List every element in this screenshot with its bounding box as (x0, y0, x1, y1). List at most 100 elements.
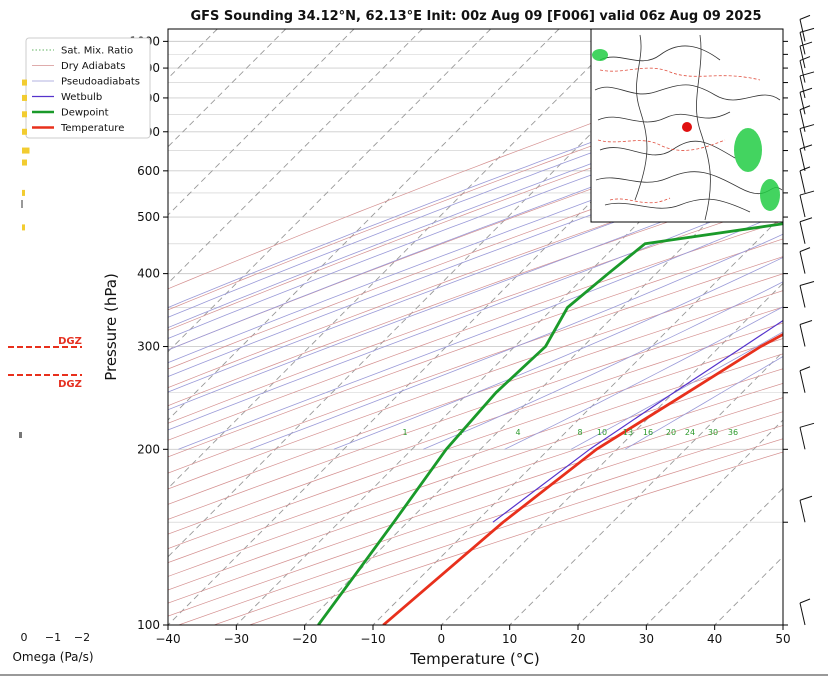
dry-adiabat (168, 382, 783, 591)
inset-isotherm (597, 139, 726, 151)
wind-barb-flag (799, 598, 811, 604)
dry-adiabat (168, 238, 783, 458)
omega-bar (19, 432, 22, 438)
x-tick-label: −20 (292, 632, 317, 646)
inset-contour (597, 111, 731, 123)
y-tick-label: 100 (137, 618, 160, 632)
wind-barb-staff (799, 602, 806, 626)
isotherm-line (509, 351, 783, 625)
wind-barb-flag (799, 247, 811, 253)
inset-map-contours (592, 34, 783, 221)
x-tick-label: −30 (224, 632, 249, 646)
x-axis-label: Temperature (°C) (409, 650, 539, 668)
wind-barb-staff (799, 370, 806, 393)
dry-adiabat (168, 290, 783, 505)
mixing-ratio-label: 20 (666, 428, 676, 437)
isotherm-line (168, 29, 355, 216)
legend-entry: Temperature (60, 123, 124, 134)
wind-barb (783, 124, 815, 152)
wind-barb-flag (799, 56, 811, 62)
isotherm-line (168, 29, 628, 489)
sounding-profiles (317, 222, 783, 625)
wind-barb-staff (799, 285, 806, 308)
inset-precip (592, 49, 608, 61)
plot-border (167, 28, 784, 626)
wind-barb-flag (799, 144, 813, 150)
dry-adiabat (168, 368, 783, 577)
mixing-ratio-label: 36 (728, 428, 738, 437)
mixing-ratio-line (793, 29, 828, 171)
inset-map (590, 28, 784, 223)
isotherm-line (168, 29, 423, 284)
wind-barb-staff (799, 500, 806, 523)
wind-barb-staff (799, 170, 806, 194)
surface-annotations: 85F22FDGZDGZ (8, 336, 82, 390)
omega-bar (22, 159, 27, 166)
isotherm-line (168, 29, 492, 353)
omega-tick-label: −1 (45, 631, 61, 644)
isotherm-line (782, 624, 783, 625)
mixing-ratio-label: 30 (708, 428, 718, 437)
omega-bar (22, 111, 27, 118)
inset-precip (734, 128, 762, 172)
dry-adiabat (168, 201, 783, 424)
wind-barb (783, 71, 815, 99)
inset-contour (599, 45, 721, 62)
inset-precip (760, 179, 780, 211)
inset-isotherm (609, 197, 671, 204)
legend: Sat. Mix. Ratio Dry Adiabats Pseudoadiabat… (25, 37, 151, 139)
omega-panel: 0 −1 −2 Omega (Pa/s) (0, 79, 828, 676)
y-tick-label: 500 (137, 210, 160, 224)
mixing-ratio-labels: 1 2 4 8 10 13 16 20 24 30 36 (402, 428, 738, 437)
wind-barb-flag (799, 422, 815, 428)
pseudoadiabat (168, 174, 783, 411)
mixing-ratio-label: 24 (685, 428, 695, 437)
isotherm-line (168, 29, 287, 148)
wind-barb-flag (799, 124, 815, 130)
x-tick-label: 10 (502, 632, 517, 646)
inset-contour (604, 198, 751, 213)
dry-adiabat (168, 99, 783, 331)
dry-adiabat (168, 77, 783, 311)
omega-bar (22, 147, 30, 154)
wind-barb (783, 87, 813, 115)
wind-barb-flag (799, 495, 813, 501)
mixing-ratio-label: 8 (577, 428, 582, 437)
wind-barb-flag (799, 105, 811, 111)
wind-barb-flag (799, 14, 811, 20)
chart-title: GFS Sounding 34.12°N, 62.13°E Init: 00z … (190, 9, 761, 24)
dry-adiabat (168, 220, 783, 441)
mixing-ratio-label: 4 (515, 428, 520, 437)
dgz-label: DGZ (58, 379, 82, 390)
pseudoadiabat (168, 192, 783, 431)
wind-barb-flag (799, 87, 813, 93)
wind-barb (783, 422, 815, 450)
inset-contour (696, 34, 711, 221)
dry-adiabat (168, 273, 783, 490)
mixing-ratio-label: 2 (457, 428, 462, 437)
x-tick-label: 50 (775, 632, 790, 646)
inset-contour (594, 84, 781, 101)
pseudoadiabat (423, 281, 783, 450)
pseudoadiabat (168, 71, 783, 309)
wind-barb-flag (799, 71, 815, 77)
isotherm-line (440, 282, 783, 625)
wind-barb-staff (799, 32, 806, 55)
dry-adiabat (168, 256, 783, 474)
pseudoadiabat (333, 257, 783, 450)
y-tick-label: 400 (137, 267, 160, 281)
omega-tick-label: −2 (74, 631, 90, 644)
omega-bar (22, 94, 27, 101)
wind-barb (783, 366, 811, 394)
omega-bar (22, 128, 27, 135)
wind-barb (783, 190, 815, 218)
legend-box (25, 37, 151, 139)
wind-barbs (783, 14, 815, 626)
wind-barb-staff (799, 194, 806, 218)
wind-barb (783, 144, 813, 172)
wind-barb-staff (799, 45, 806, 69)
legend-entry: Dry Adiabats (61, 61, 125, 72)
wind-barb (783, 217, 813, 245)
wind-barb-flag (799, 41, 813, 47)
wind-barb (783, 320, 813, 348)
